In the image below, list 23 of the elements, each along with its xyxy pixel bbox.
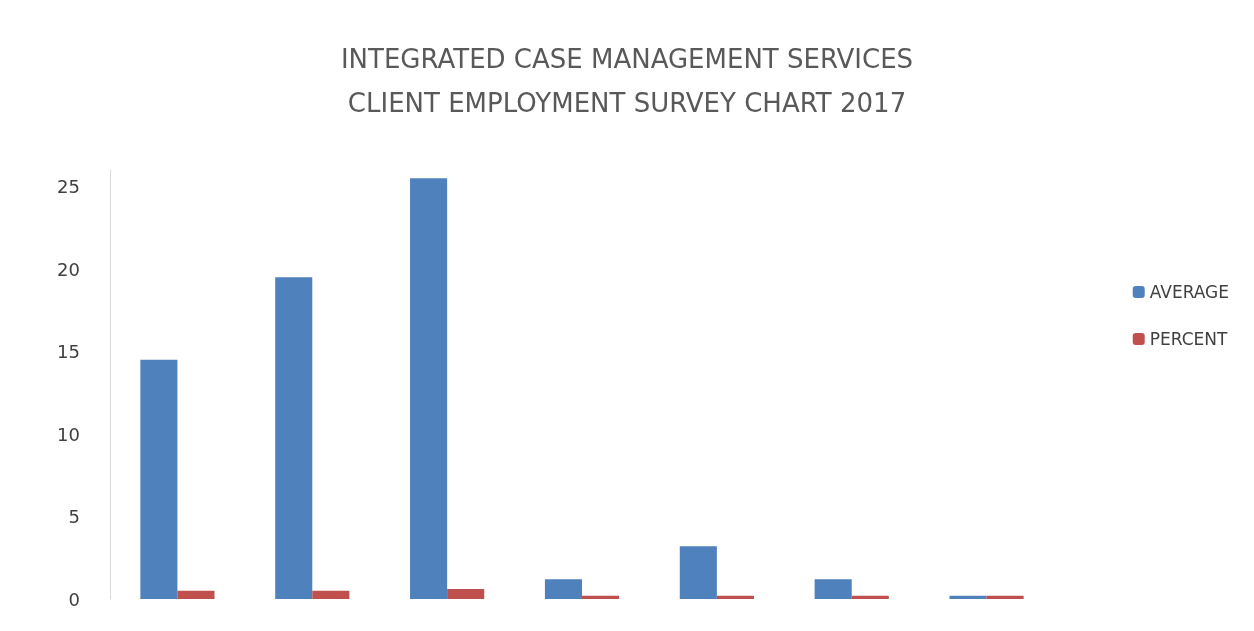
y-tick-label: 20 [57, 258, 80, 280]
bar [679, 546, 717, 599]
y-tick-label: 5 [68, 506, 80, 527]
y-tick-label: 25 [57, 176, 80, 197]
y-tick-label: 15 [57, 341, 80, 362]
bar [275, 277, 313, 599]
bar [949, 595, 987, 599]
bar [177, 590, 215, 599]
chart-title: INTEGRATED CASE MANAGEMENT SERVICES CLIENT EMPLOYMENT SURVEY CHART 2017 [340, 44, 914, 118]
bar [140, 359, 178, 599]
bar [851, 595, 889, 599]
bar [582, 595, 620, 599]
bar [544, 579, 582, 599]
bar [447, 589, 485, 599]
bar [986, 595, 1024, 599]
legend-label: PERCENT [1149, 329, 1229, 349]
legend-label: AVERAGE [1149, 282, 1229, 302]
y-tick-label: 0 [68, 588, 80, 610]
bar [814, 579, 852, 599]
bar [410, 178, 448, 599]
bar [312, 590, 350, 599]
bar [716, 595, 754, 599]
y-tick-label: 10 [57, 423, 80, 445]
